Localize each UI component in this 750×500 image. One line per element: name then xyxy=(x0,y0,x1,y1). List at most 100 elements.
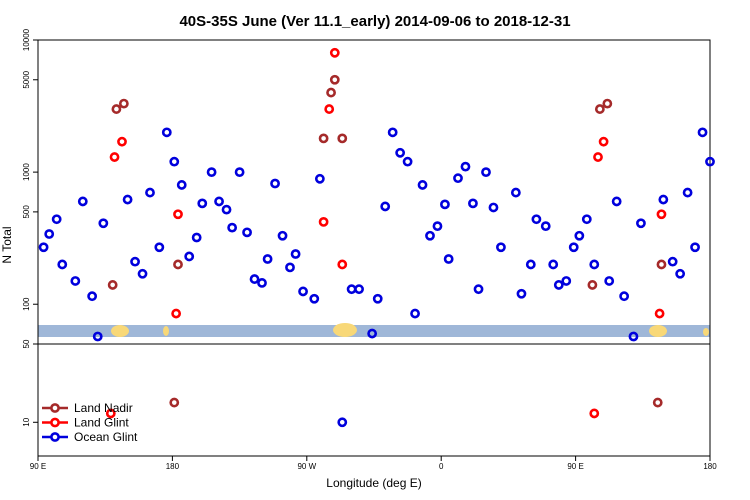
y-tick-label: 10000 xyxy=(22,28,31,51)
ocean-glint-point xyxy=(690,242,700,253)
ocean-glint-point xyxy=(496,242,506,253)
ocean-glint-point xyxy=(367,328,378,339)
land-nadir-point xyxy=(602,98,613,109)
ocean-glint-point xyxy=(372,293,383,304)
land-glint-point xyxy=(171,308,182,319)
ocean-glint-point xyxy=(176,180,187,190)
y-tick-label: 10 xyxy=(22,417,31,426)
land-patch xyxy=(111,325,129,337)
x-tick-label: 180 xyxy=(166,462,180,471)
ocean-glint-point xyxy=(561,276,572,286)
data-points xyxy=(38,47,715,428)
land-nadir-point xyxy=(111,104,122,114)
ocean-glint-point xyxy=(262,254,273,264)
ocean-glint-point xyxy=(214,196,224,207)
ocean-glint-point xyxy=(440,199,450,210)
land-glint-point xyxy=(656,209,667,220)
ocean-glint-point xyxy=(169,156,180,167)
ocean-glint-point xyxy=(98,218,109,229)
ocean-glint-point xyxy=(548,259,559,270)
land-nadir-point xyxy=(594,104,605,114)
land-nadir-point xyxy=(107,280,118,290)
land-patch xyxy=(163,326,169,336)
ocean-glint-point xyxy=(667,256,678,267)
ocean-glint-point xyxy=(697,127,708,138)
ocean-glint-point xyxy=(417,180,428,190)
x-axis-label: Longitude (deg E) xyxy=(326,476,421,490)
ocean-glint-point xyxy=(227,222,238,233)
ocean-glint-point xyxy=(531,214,542,225)
x-tick-label: 0 xyxy=(439,462,444,471)
ocean-glint-point xyxy=(346,284,357,295)
land-glint-point xyxy=(173,209,183,220)
land-nadir-point xyxy=(337,133,348,144)
ocean-glint-point xyxy=(38,242,49,253)
ocean-glint-point xyxy=(516,288,527,299)
ocean-glint-point xyxy=(277,230,288,241)
ocean-glint-point xyxy=(402,156,413,167)
ocean-glint-point xyxy=(221,204,232,215)
ocean-glint-point xyxy=(354,284,364,295)
ocean-glint-point xyxy=(395,147,406,158)
land-glint-point xyxy=(598,136,609,147)
ocean-glint-point xyxy=(234,167,245,178)
y-tick-label: 100 xyxy=(22,297,31,311)
land-nadir-point xyxy=(326,87,336,98)
land-patch xyxy=(649,325,667,337)
legend-label-ocean-glint: Ocean Glint xyxy=(74,430,138,444)
ocean-glint-point xyxy=(481,167,491,178)
land-glint-point xyxy=(329,47,340,58)
ocean-glint-point xyxy=(270,178,280,189)
ocean-glint-point xyxy=(619,291,630,302)
legend-marker-ocean-glint xyxy=(50,432,60,442)
land-nadir-point xyxy=(656,259,667,270)
ocean-glint-point xyxy=(290,249,301,259)
ocean-glint-point xyxy=(525,259,536,270)
ocean-glint-point xyxy=(77,196,88,207)
ocean-glint-point xyxy=(460,161,471,172)
land-nadir-point xyxy=(652,397,663,408)
ocean-glint-point xyxy=(628,331,639,342)
ocean-glint-point xyxy=(553,280,564,290)
legend-label-land-glint: Land Glint xyxy=(74,416,129,430)
land-glint-point xyxy=(105,408,116,419)
land-nadir-point xyxy=(318,133,329,144)
land-glint-point xyxy=(589,408,600,419)
y-axis-label: N Total xyxy=(0,226,14,263)
x-axis: 90 E 180 90 W 0 90 E 180 xyxy=(30,456,717,471)
ocean-glint-point xyxy=(92,331,103,342)
ocean-glint-point xyxy=(675,268,686,279)
land-glint-point xyxy=(654,308,665,319)
ocean-glint-point xyxy=(337,417,348,428)
land-nadir-point xyxy=(587,280,598,290)
ocean-glint-point xyxy=(242,227,252,238)
ocean-glint-point xyxy=(425,230,435,241)
ocean-glint-point xyxy=(581,214,592,225)
ocean-glint-point xyxy=(309,293,320,304)
ocean-glint-point xyxy=(658,194,669,205)
land-nadir-point xyxy=(118,98,129,109)
land-glint-point xyxy=(593,152,603,162)
land-nadir-point xyxy=(329,74,340,85)
land-glint-point xyxy=(324,104,335,114)
ocean-glint-point xyxy=(249,274,260,284)
ocean-glint-point xyxy=(568,242,579,253)
ocean-glint-point xyxy=(145,187,155,198)
ocean-glint-point xyxy=(468,198,478,209)
ocean-glint-point xyxy=(387,127,398,138)
x-tick-label: 90 W xyxy=(297,462,316,471)
ocean-glint-point xyxy=(453,173,463,184)
ocean-glint-point xyxy=(122,194,133,205)
ocean-glint-point xyxy=(589,259,600,270)
ocean-glint-point xyxy=(380,201,391,212)
ocean-glint-point xyxy=(51,214,62,225)
ocean-glint-point xyxy=(611,196,622,207)
ocean-glint-point xyxy=(57,259,68,270)
ocean-glint-point xyxy=(184,251,195,262)
land-patch xyxy=(703,328,709,336)
land-glint-point xyxy=(109,152,120,162)
x-tick-label: 180 xyxy=(703,462,717,471)
land-nadir-point xyxy=(169,397,180,408)
